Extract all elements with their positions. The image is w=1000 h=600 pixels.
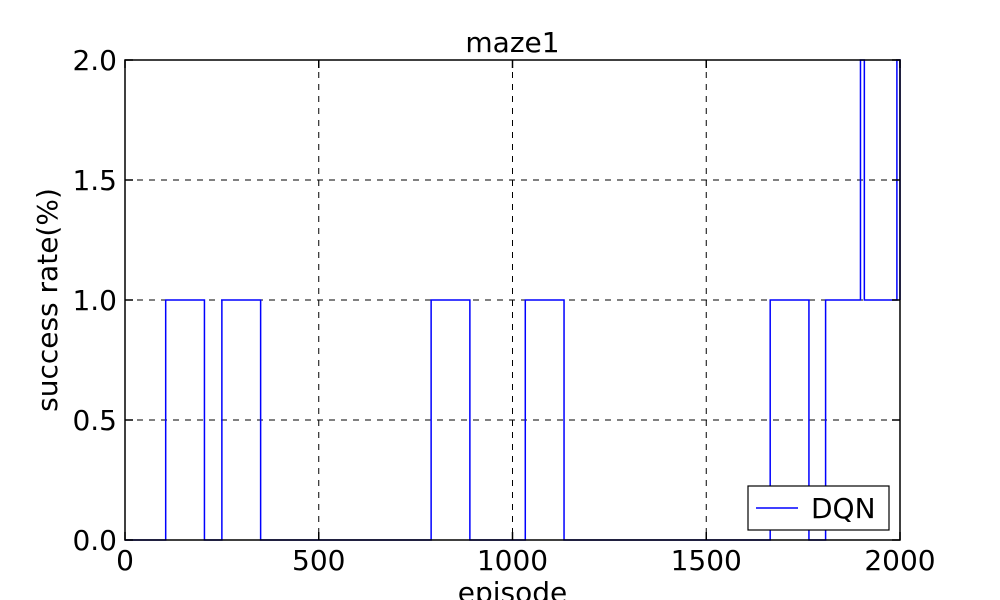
y-axis-title: success rate(%) xyxy=(31,188,64,412)
chart-title: maze1 xyxy=(465,26,559,59)
x-tick-label: 2000 xyxy=(864,544,935,577)
legend: DQN xyxy=(747,485,890,531)
x-axis-title: episode xyxy=(458,576,568,600)
x-tick-label: 1500 xyxy=(671,544,742,577)
ticks xyxy=(124,59,901,541)
x-tick-label: 0 xyxy=(116,544,134,577)
y-tick-label: 0.0 xyxy=(72,524,117,557)
x-tick-label: 1000 xyxy=(477,544,548,577)
tick-labels: 0 500 1000 1500 2000 0.0 0.5 1.0 1.5 2.0 xyxy=(72,44,935,577)
y-tick-label: 2.0 xyxy=(72,44,117,77)
y-tick-label: 1.5 xyxy=(72,164,117,197)
y-tick-label: 1.0 xyxy=(72,284,117,317)
legend-label: DQN xyxy=(811,492,876,525)
x-tick-label: 500 xyxy=(292,544,345,577)
y-tick-label: 0.5 xyxy=(72,404,117,437)
